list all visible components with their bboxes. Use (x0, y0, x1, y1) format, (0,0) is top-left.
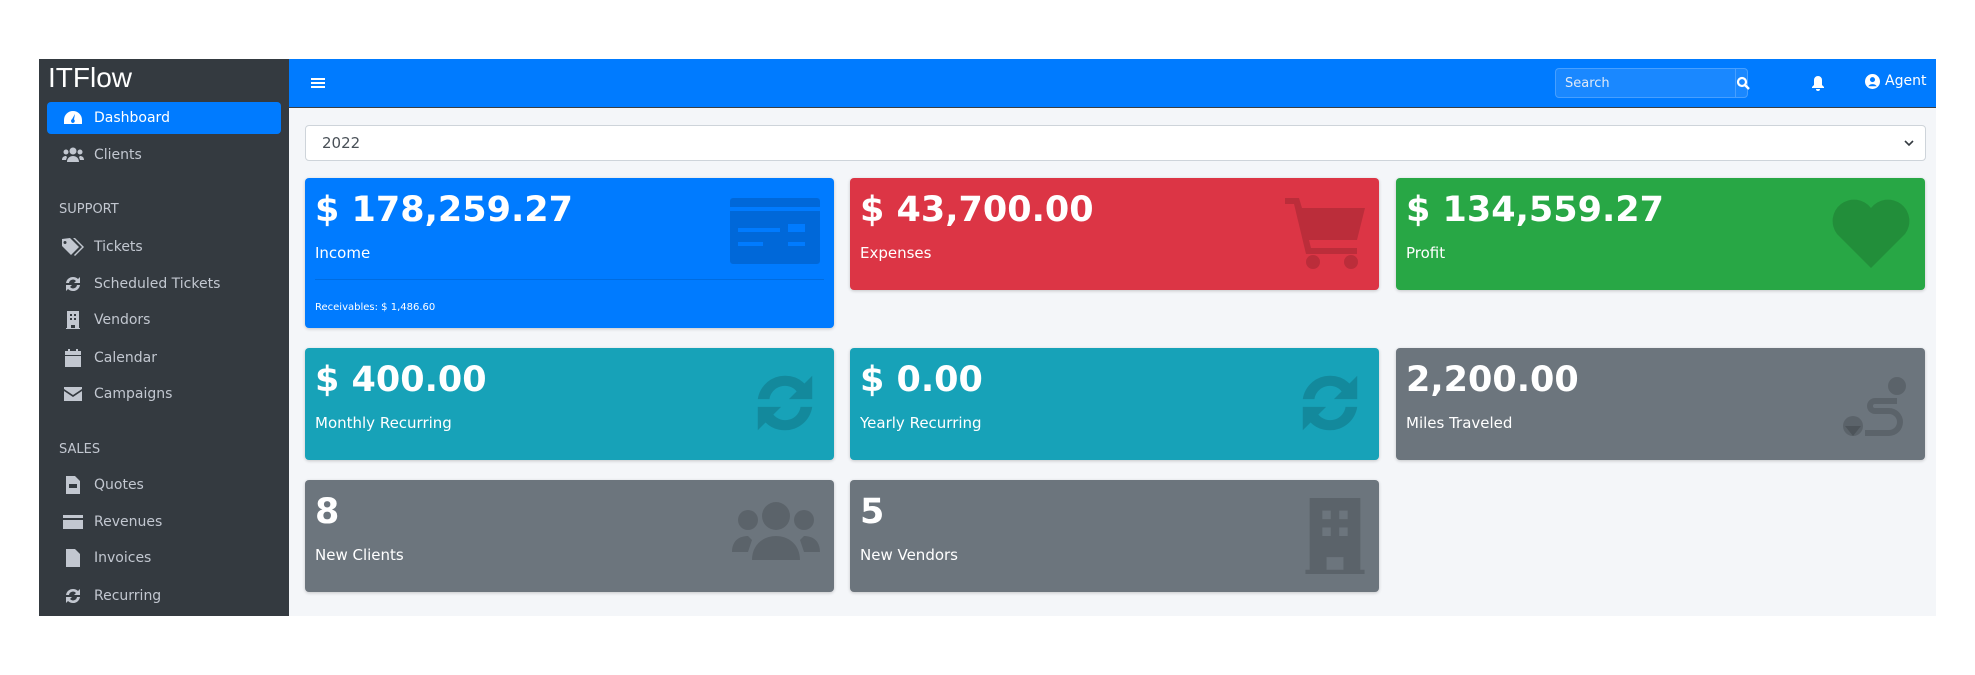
top-navbar: Agent (289, 59, 1936, 108)
file-icon (60, 476, 86, 494)
profit-card[interactable]: $ 134,559.27 Profit (1396, 178, 1925, 290)
sidebar-item-label: Scheduled Tickets (94, 276, 221, 292)
chevron-down-icon (1904, 140, 1914, 147)
sidebar-item-label: Invoices (94, 550, 152, 566)
search-icon (1736, 76, 1750, 90)
card-label: Profit (1406, 244, 1446, 262)
receivables-text: Receivables: $ 1,486.60 (315, 302, 436, 313)
calendar-icon (60, 349, 86, 367)
tags-icon (60, 238, 86, 256)
users-icon (60, 146, 86, 164)
card-value: $ 43,700.00 (860, 190, 1094, 230)
search-box (1555, 68, 1750, 98)
user-menu[interactable]: Agent (1865, 73, 1926, 89)
expenses-card[interactable]: $ 43,700.00 Expenses (850, 178, 1379, 290)
yearly-recurring-card[interactable]: $ 0.00 Yearly Recurring (850, 348, 1379, 460)
sync-icon (60, 275, 86, 293)
card-label: Income (315, 244, 371, 262)
credit-card-icon (730, 198, 820, 264)
sidebar-item-label: Calendar (94, 350, 157, 366)
income-card[interactable]: $ 178,259.27 Income Receivables: $ 1,486… (305, 178, 834, 328)
sidebar-item-label: Campaigns (94, 386, 173, 402)
card-label: New Clients (315, 546, 404, 564)
year-select[interactable]: 2022 (305, 125, 1926, 161)
user-name: Agent (1885, 73, 1927, 89)
menu-toggle-icon[interactable] (311, 75, 325, 94)
card-value: 8 (315, 492, 340, 532)
card-label: Expenses (860, 244, 932, 262)
building-icon (60, 311, 86, 329)
search-button[interactable] (1735, 69, 1750, 97)
file-invoice-icon (60, 549, 86, 567)
sync-icon (60, 587, 86, 605)
card-label: Monthly Recurring (315, 414, 452, 432)
card-divider (315, 279, 824, 280)
card-value: $ 134,559.27 (1406, 190, 1664, 230)
route-icon (1843, 377, 1906, 436)
card-value: 2,200.00 (1406, 360, 1579, 400)
sidebar-item-label: Revenues (94, 514, 163, 530)
tachometer-icon (60, 109, 86, 127)
envelope-icon (60, 385, 86, 403)
section-header-support: SUPPORT (59, 202, 119, 217)
sidebar-item-invoices[interactable]: Invoices (47, 542, 281, 574)
user-circle-icon (1865, 73, 1880, 89)
credit-card-icon (60, 513, 86, 531)
sidebar-item-tickets[interactable]: Tickets (47, 231, 281, 263)
sidebar-item-recurring[interactable]: Recurring (47, 580, 281, 612)
card-label: Yearly Recurring (860, 414, 982, 432)
year-select-value: 2022 (322, 134, 361, 152)
monthly-recurring-card[interactable]: $ 400.00 Monthly Recurring (305, 348, 834, 460)
shopping-cart-icon (1285, 198, 1365, 269)
sync-icon (1302, 375, 1358, 431)
sidebar-item-label: Tickets (94, 239, 143, 255)
sidebar-item-revenues[interactable]: Revenues (47, 506, 281, 538)
sidebar-item-clients[interactable]: Clients (47, 139, 281, 171)
new-vendors-card[interactable]: 5 New Vendors (850, 480, 1379, 592)
miles-traveled-card[interactable]: 2,200.00 Miles Traveled (1396, 348, 1925, 460)
bell-icon[interactable] (1811, 75, 1825, 95)
brand-logo[interactable]: ITFlow (48, 62, 132, 93)
sidebar-item-label: Clients (94, 147, 142, 163)
card-value: 5 (860, 492, 885, 532)
users-icon (732, 502, 820, 560)
sidebar: ITFlow Dashboard Clients SUPPORT Tickets… (39, 59, 289, 616)
sidebar-item-label: Vendors (94, 312, 151, 328)
card-label: Miles Traveled (1406, 414, 1513, 432)
sidebar-item-label: Recurring (94, 588, 162, 604)
sidebar-item-label: Dashboard (94, 110, 170, 126)
app-frame: ITFlow Dashboard Clients SUPPORT Tickets… (39, 59, 1936, 616)
sidebar-item-campaigns[interactable]: Campaigns (47, 378, 281, 410)
sidebar-item-label: Quotes (94, 477, 144, 493)
building-icon (1305, 498, 1365, 574)
new-clients-card[interactable]: 8 New Clients (305, 480, 834, 592)
sidebar-item-dashboard[interactable]: Dashboard (47, 102, 281, 134)
card-value: $ 0.00 (860, 360, 983, 400)
sidebar-item-quotes[interactable]: Quotes (47, 469, 281, 501)
card-value: $ 400.00 (315, 360, 487, 400)
search-input[interactable] (1556, 69, 1735, 97)
card-value: $ 178,259.27 (315, 190, 573, 230)
section-header-sales: SALES (59, 442, 101, 457)
card-label: New Vendors (860, 546, 958, 564)
sync-icon (757, 375, 813, 431)
sidebar-item-scheduled-tickets[interactable]: Scheduled Tickets (47, 268, 281, 300)
sidebar-item-calendar[interactable]: Calendar (47, 342, 281, 374)
sidebar-item-vendors[interactable]: Vendors (47, 304, 281, 336)
heart-icon (1832, 199, 1910, 268)
